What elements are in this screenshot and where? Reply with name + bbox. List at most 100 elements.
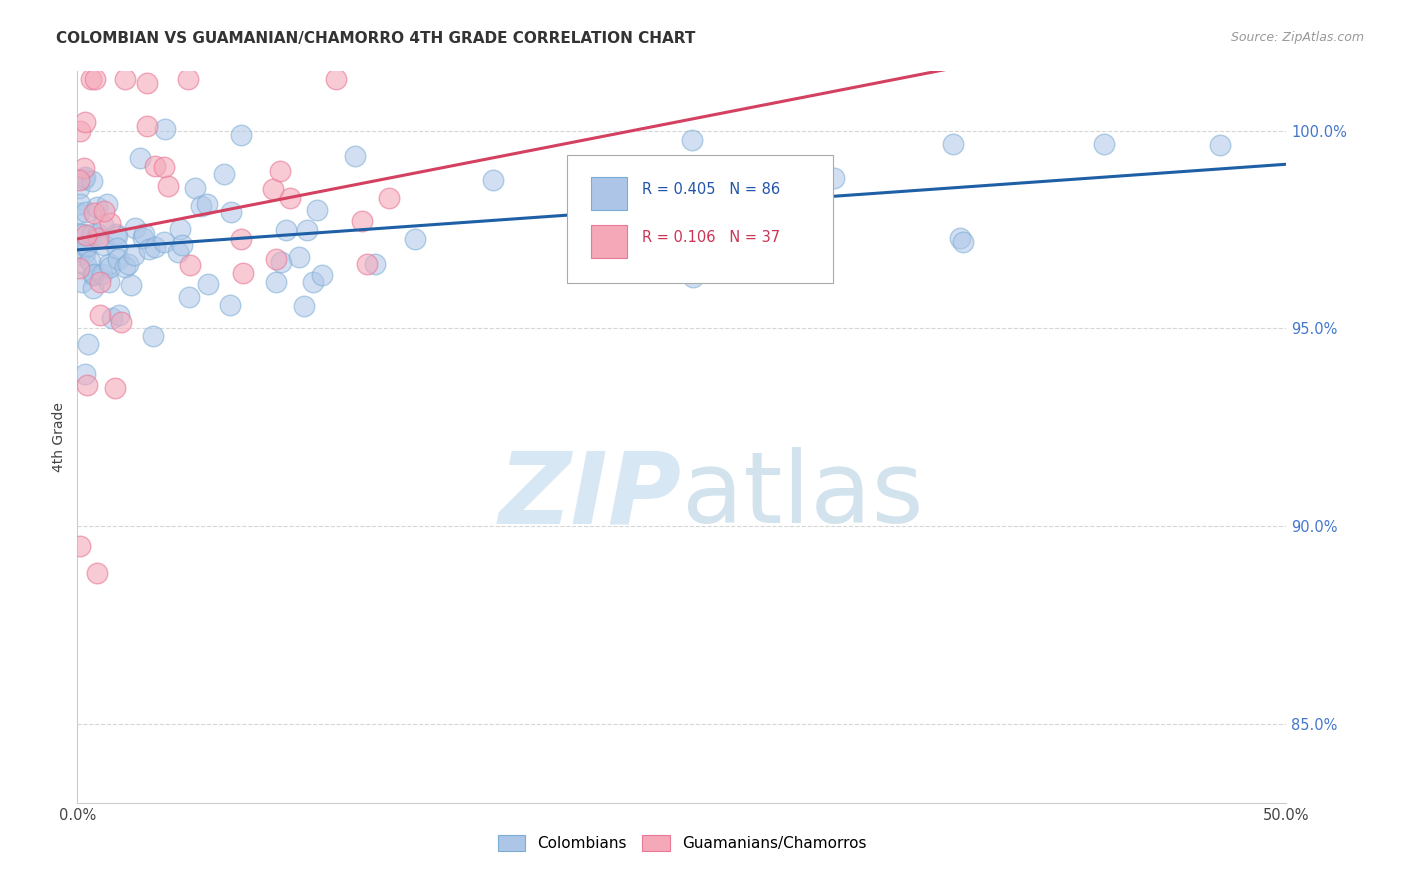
Point bbox=[177, 72, 200, 87]
Point bbox=[75, 228, 97, 243]
Point bbox=[96, 196, 118, 211]
Point bbox=[80, 72, 103, 87]
Point bbox=[278, 191, 301, 205]
Point bbox=[288, 250, 311, 264]
Point bbox=[73, 171, 96, 186]
Point bbox=[89, 308, 111, 322]
Point bbox=[73, 170, 96, 185]
Point bbox=[343, 149, 366, 163]
Y-axis label: 4th Grade: 4th Grade bbox=[52, 402, 66, 472]
Point bbox=[69, 124, 91, 138]
Point bbox=[142, 328, 165, 343]
Point bbox=[1209, 138, 1232, 153]
Point bbox=[89, 276, 111, 290]
Point bbox=[98, 257, 121, 271]
Text: R = 0.405   N = 86: R = 0.405 N = 86 bbox=[643, 182, 780, 197]
Point bbox=[86, 566, 108, 581]
Point bbox=[650, 255, 672, 269]
Point bbox=[72, 227, 94, 241]
Point bbox=[82, 268, 104, 282]
Point bbox=[1092, 136, 1115, 151]
Point bbox=[87, 227, 110, 242]
Point bbox=[69, 539, 91, 553]
Point bbox=[97, 275, 120, 289]
Point bbox=[73, 245, 96, 260]
Point bbox=[232, 266, 254, 280]
Point bbox=[681, 133, 703, 147]
Point bbox=[82, 227, 104, 241]
Point bbox=[942, 136, 965, 151]
Point bbox=[264, 252, 287, 267]
Point bbox=[952, 235, 974, 249]
Point bbox=[481, 172, 503, 186]
Point bbox=[91, 268, 114, 282]
Point bbox=[105, 241, 128, 255]
Point bbox=[302, 276, 325, 290]
Point bbox=[91, 219, 114, 233]
Point bbox=[212, 167, 235, 181]
Point bbox=[218, 298, 240, 312]
Point bbox=[378, 191, 401, 205]
Text: Source: ZipAtlas.com: Source: ZipAtlas.com bbox=[1230, 31, 1364, 45]
Point bbox=[75, 258, 97, 272]
Point bbox=[75, 367, 97, 381]
Point bbox=[76, 378, 98, 392]
Point bbox=[823, 171, 845, 186]
Point bbox=[325, 72, 347, 87]
FancyBboxPatch shape bbox=[567, 155, 832, 284]
Point bbox=[167, 245, 190, 260]
Point bbox=[153, 121, 176, 136]
Point bbox=[153, 160, 176, 174]
Point bbox=[107, 308, 129, 322]
Text: COLOMBIAN VS GUAMANIAN/CHAMORRO 4TH GRADE CORRELATION CHART: COLOMBIAN VS GUAMANIAN/CHAMORRO 4TH GRAD… bbox=[56, 31, 696, 46]
Point bbox=[100, 310, 122, 325]
Point bbox=[219, 204, 242, 219]
Point bbox=[132, 231, 155, 245]
Point bbox=[69, 197, 91, 211]
Point bbox=[114, 72, 136, 87]
Point bbox=[93, 203, 115, 218]
Point bbox=[170, 237, 193, 252]
Point bbox=[274, 223, 297, 237]
Point bbox=[143, 159, 166, 173]
Point bbox=[292, 299, 315, 313]
Point bbox=[110, 315, 132, 329]
Point bbox=[105, 229, 128, 244]
Text: ZIP: ZIP bbox=[499, 447, 682, 544]
Point bbox=[143, 239, 166, 253]
Point bbox=[67, 206, 90, 220]
Point bbox=[169, 222, 191, 236]
Point bbox=[83, 206, 105, 220]
Point bbox=[661, 186, 683, 200]
Point bbox=[67, 248, 90, 262]
Point bbox=[183, 181, 205, 195]
Point bbox=[83, 72, 105, 87]
Point bbox=[152, 235, 174, 249]
Point bbox=[682, 270, 704, 285]
Point bbox=[356, 257, 378, 271]
Point bbox=[231, 128, 253, 143]
Point bbox=[177, 290, 200, 304]
Legend: Colombians, Guamanians/Chamorros: Colombians, Guamanians/Chamorros bbox=[492, 830, 872, 857]
Point bbox=[107, 252, 129, 267]
Point bbox=[76, 239, 98, 253]
Point bbox=[67, 173, 90, 187]
Point bbox=[269, 164, 291, 178]
Point bbox=[138, 242, 160, 256]
Point bbox=[129, 151, 152, 165]
Point bbox=[79, 253, 101, 268]
Point bbox=[124, 221, 146, 235]
Point bbox=[117, 257, 139, 271]
Point bbox=[73, 161, 96, 176]
Point bbox=[364, 257, 387, 271]
Point bbox=[86, 231, 108, 245]
Point bbox=[82, 281, 104, 295]
Point bbox=[305, 202, 328, 217]
Point bbox=[703, 185, 725, 199]
Point bbox=[69, 227, 91, 242]
FancyBboxPatch shape bbox=[592, 225, 627, 258]
Point bbox=[98, 260, 121, 275]
Text: R = 0.106   N = 37: R = 0.106 N = 37 bbox=[643, 230, 780, 245]
Point bbox=[134, 227, 156, 241]
Point bbox=[114, 260, 136, 275]
